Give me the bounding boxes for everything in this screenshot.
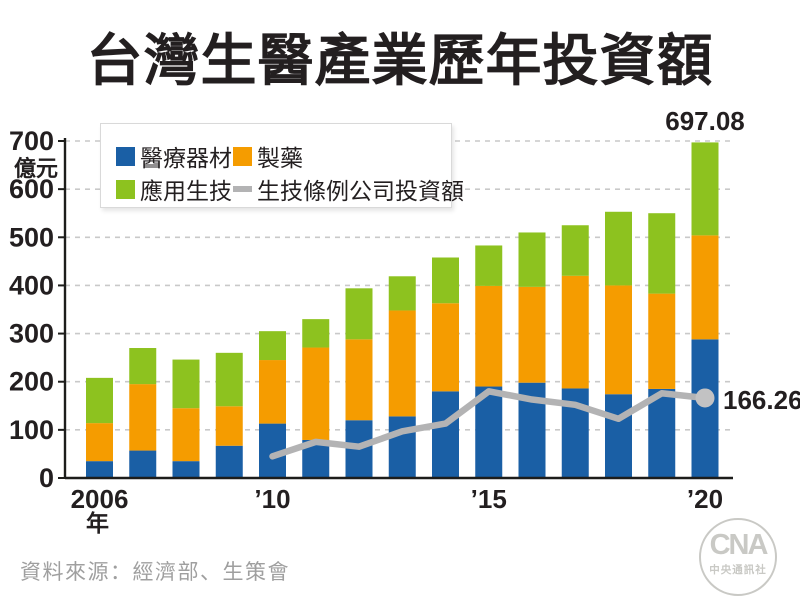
bar-segment-2016-應用生技 xyxy=(518,232,546,287)
bar-segment-2008-醫療器材 xyxy=(172,461,200,478)
bar-segment-2007-製藥 xyxy=(129,384,157,451)
bar-segment-2007-應用生技 xyxy=(129,348,157,385)
bar-segment-2010-應用生技 xyxy=(259,331,286,361)
bar-segment-2007-醫療器材 xyxy=(129,450,157,478)
legend-row-2: 應用生技 生技條例公司投資額 xyxy=(116,176,464,204)
legend-item-biotech-act-line: 生技條例公司投資額 xyxy=(233,172,464,206)
bar-segment-2010-製藥 xyxy=(259,360,286,424)
x-tick-label-’15: ’15 xyxy=(471,484,507,514)
y-tick-label-100: 100 xyxy=(9,415,54,445)
bar-segment-2011-製藥 xyxy=(302,347,330,440)
bar-segment-2020-醫療器材 xyxy=(691,339,719,478)
annotation-2020-total: 697.08 xyxy=(665,106,745,136)
legend-label-pharma: 製藥 xyxy=(257,145,303,171)
biotech-act-line-swatch-icon xyxy=(233,186,252,192)
bar-segment-2009-醫療器材 xyxy=(215,445,243,478)
bar-segment-2009-應用生技 xyxy=(215,352,243,407)
bar-segment-2013-醫療器材 xyxy=(388,416,416,478)
bar-segment-2011-應用生技 xyxy=(302,319,330,348)
applied-biotech-swatch-icon xyxy=(116,179,135,199)
bar-segment-2012-製藥 xyxy=(345,339,373,421)
bar-segment-2006-應用生技 xyxy=(86,377,113,424)
line-end-dot xyxy=(695,388,715,408)
bar-segment-2017-應用生技 xyxy=(561,225,589,276)
y-tick-label-600: 600 xyxy=(9,174,54,204)
legend-label-medical-devices: 醫療器材 xyxy=(140,145,232,171)
bar-segment-2020-製藥 xyxy=(691,235,719,340)
bar-segment-2018-製藥 xyxy=(605,285,632,395)
legend-label-applied-biotech: 應用生技 xyxy=(140,178,232,204)
bar-segment-2012-應用生技 xyxy=(345,288,373,340)
annotation-line-end-value: 166.26 xyxy=(723,385,800,415)
bar-segment-2013-製藥 xyxy=(388,310,416,417)
x-tick-label-’20: ’20 xyxy=(687,484,723,514)
cna-logo-subtext: 中央通訊社 xyxy=(709,564,767,576)
page-title: 台灣生醫產業歷年投資額 xyxy=(86,29,714,92)
cna-logo-circle-icon: CNA 中央通訊社 xyxy=(699,518,777,596)
bar-segment-2008-應用生技 xyxy=(172,359,200,409)
y-tick-label-0: 0 xyxy=(39,463,54,493)
legend-box: 醫療器材 製藥 應用生技 生技條例公司投資額 xyxy=(100,123,464,208)
bar-segment-2014-醫療器材 xyxy=(432,391,459,478)
bar-segment-2006-製藥 xyxy=(86,423,113,462)
bar-segment-2018-醫療器材 xyxy=(605,394,632,478)
bar-segment-2019-醫療器材 xyxy=(648,388,676,478)
legend-label-biotech-act-line: 生技條例公司投資額 xyxy=(257,178,464,204)
bar-segment-2016-製藥 xyxy=(518,286,546,383)
bar-segment-2013-應用生技 xyxy=(388,276,416,311)
y-tick-label-700: 700 xyxy=(9,126,54,156)
bar-segment-2008-製藥 xyxy=(172,408,200,462)
bar-segment-2018-應用生技 xyxy=(605,211,632,286)
bar-segment-2019-應用生技 xyxy=(648,213,676,294)
bar-segment-2015-應用生技 xyxy=(475,245,503,286)
bar-segment-2015-製藥 xyxy=(475,285,503,387)
bar-segment-2014-製藥 xyxy=(432,303,459,392)
biotech-act-line-series xyxy=(269,388,709,460)
bar-segment-2006-醫療器材 xyxy=(86,461,113,478)
source-note: 資料來源：經濟部、生策會 xyxy=(20,561,290,584)
bar-segment-2019-製藥 xyxy=(648,293,676,389)
y-axis-unit-label: 億元 xyxy=(13,156,58,181)
bar-segment-2009-製藥 xyxy=(215,406,243,446)
legend-item-pharma: 製藥 xyxy=(233,139,445,173)
y-tick-label-400: 400 xyxy=(9,270,54,300)
y-tick-label-500: 500 xyxy=(9,222,54,252)
x-axis-year-sublabel: 年 xyxy=(86,510,109,536)
bar-segment-2020-應用生技 xyxy=(691,142,719,236)
legend-item-medical-devices: 醫療器材 xyxy=(116,139,233,173)
bar-segment-2014-應用生技 xyxy=(432,257,459,304)
pharma-swatch-icon xyxy=(233,146,252,166)
y-tick-label-200: 200 xyxy=(9,367,54,397)
legend-row-1: 醫療器材 製藥 xyxy=(116,143,445,171)
x-tick-label-’10: ’10 xyxy=(254,484,290,514)
x-tick-label-2006: 2006 xyxy=(71,484,129,514)
legend-item-applied-biotech: 應用生技 xyxy=(116,172,233,206)
cna-logo-text: CNA xyxy=(709,529,769,561)
bar-segment-2017-製藥 xyxy=(561,275,589,389)
cna-logo: CNA 中央通訊社 xyxy=(699,518,777,596)
medical-devices-swatch-icon xyxy=(116,146,135,166)
y-tick-label-300: 300 xyxy=(9,319,54,349)
